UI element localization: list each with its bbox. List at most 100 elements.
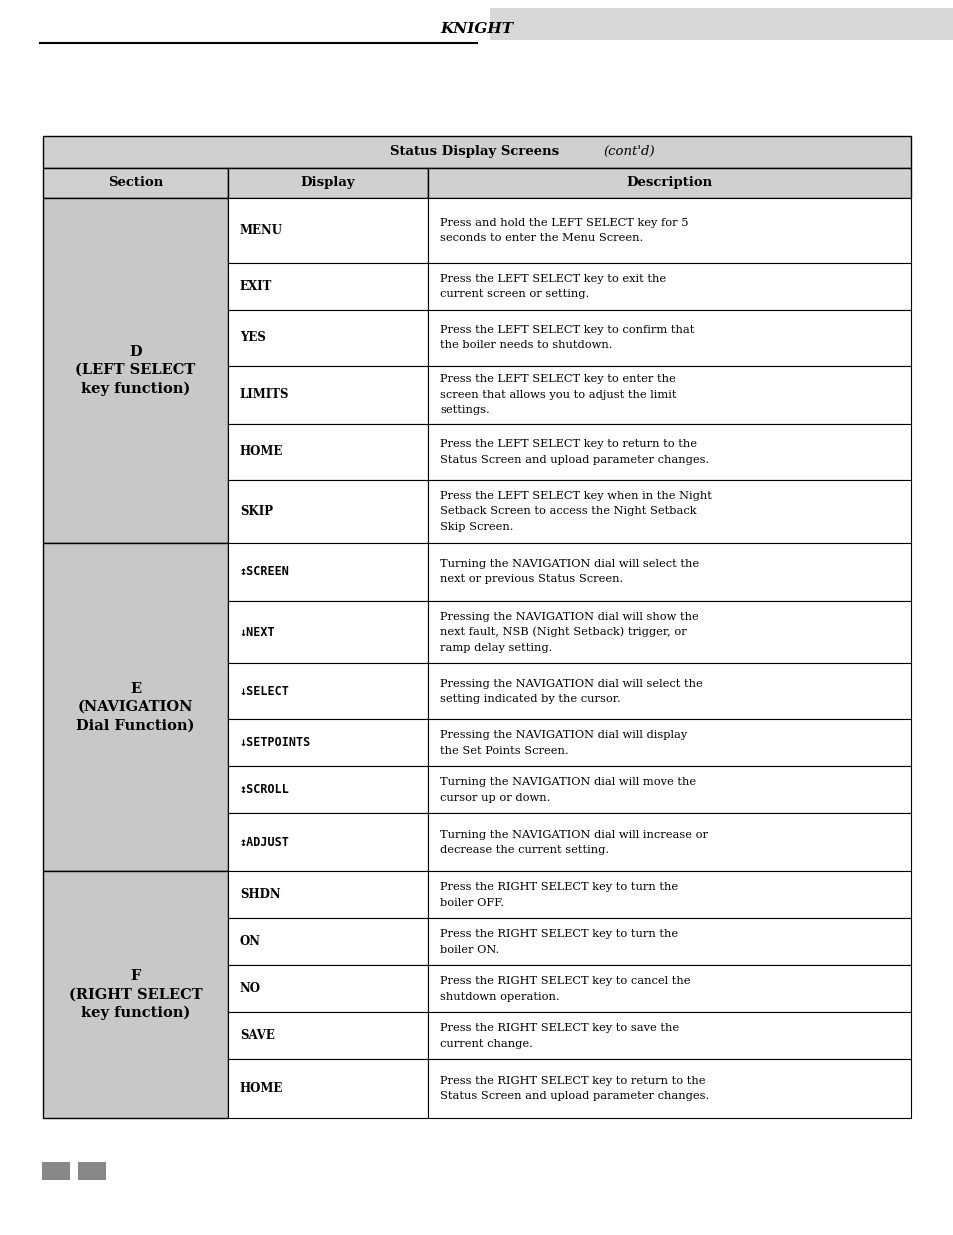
Text: cursor up or down.: cursor up or down. (439, 793, 550, 803)
Text: Setback Screen to access the Night Setback: Setback Screen to access the Night Setba… (439, 506, 696, 516)
Text: Turning the NAVIGATION dial will select the: Turning the NAVIGATION dial will select … (439, 559, 699, 569)
Bar (228, 198, 428, 263)
Text: shutdown operation.: shutdown operation. (439, 992, 559, 1002)
Text: SHDN: SHDN (239, 888, 280, 902)
Text: KNIGHT: KNIGHT (440, 22, 513, 36)
Bar (428, 366, 910, 424)
Bar (428, 480, 910, 542)
Text: Press and hold the LEFT SELECT key for 5: Press and hold the LEFT SELECT key for 5 (439, 217, 688, 227)
Bar (428, 1060, 910, 1118)
Bar (228, 872, 428, 919)
Text: settings.: settings. (439, 405, 489, 415)
Bar (228, 919, 428, 966)
Text: next fault, NSB (Night Setback) trigger, or: next fault, NSB (Night Setback) trigger,… (439, 626, 686, 637)
Text: Description: Description (626, 177, 712, 189)
Bar (228, 1013, 428, 1060)
Bar (228, 168, 428, 198)
Bar (428, 766, 910, 814)
Bar (428, 198, 910, 263)
Bar (228, 263, 428, 310)
Bar (428, 263, 910, 310)
Text: Status Screen and upload parameter changes.: Status Screen and upload parameter chang… (439, 1092, 708, 1102)
Text: D
(LEFT SELECT
key function): D (LEFT SELECT key function) (75, 345, 195, 396)
Text: Press the LEFT SELECT key to return to the: Press the LEFT SELECT key to return to t… (439, 440, 697, 450)
Bar (228, 719, 428, 766)
Text: Pressing the NAVIGATION dial will show the: Pressing the NAVIGATION dial will show t… (439, 611, 698, 621)
Bar (43, 198, 228, 542)
Text: SKIP: SKIP (239, 505, 273, 517)
Bar (228, 814, 428, 872)
Text: Press the RIGHT SELECT key to turn the: Press the RIGHT SELECT key to turn the (439, 882, 678, 892)
Bar (43, 136, 910, 168)
Text: NO: NO (239, 983, 261, 995)
Text: ↓NEXT: ↓NEXT (239, 625, 275, 638)
Bar (42, 1162, 70, 1179)
Bar (428, 719, 910, 766)
Text: LIMITS: LIMITS (239, 388, 289, 401)
Bar (428, 1013, 910, 1060)
Text: Press the RIGHT SELECT key to return to the: Press the RIGHT SELECT key to return to … (439, 1076, 704, 1086)
Text: Press the RIGHT SELECT key to save the: Press the RIGHT SELECT key to save the (439, 1024, 679, 1034)
Bar (228, 966, 428, 1013)
Text: ON: ON (239, 935, 261, 948)
Text: the Set Points Screen.: the Set Points Screen. (439, 746, 568, 756)
Text: ↕SCREEN: ↕SCREEN (239, 566, 290, 578)
Bar (228, 600, 428, 663)
Bar (228, 480, 428, 542)
Bar (78, 1162, 106, 1179)
Bar (228, 1060, 428, 1118)
Text: Display: Display (300, 177, 355, 189)
Text: setting indicated by the cursor.: setting indicated by the cursor. (439, 694, 620, 704)
Bar (428, 663, 910, 719)
Text: the boiler needs to shutdown.: the boiler needs to shutdown. (439, 341, 612, 351)
Bar (43, 168, 228, 198)
Text: Press the RIGHT SELECT key to cancel the: Press the RIGHT SELECT key to cancel the (439, 976, 690, 987)
Text: Turning the NAVIGATION dial will increase or: Turning the NAVIGATION dial will increas… (439, 830, 707, 840)
Text: ↕ADJUST: ↕ADJUST (239, 836, 290, 848)
Bar (428, 542, 910, 600)
Bar (490, 7, 953, 40)
Text: (cont'd): (cont'd) (602, 146, 654, 158)
Text: Status Display Screens: Status Display Screens (390, 146, 563, 158)
Text: current change.: current change. (439, 1039, 532, 1049)
Bar (228, 424, 428, 480)
Bar (228, 366, 428, 424)
Bar (43, 872, 228, 1118)
Text: ↕SCROLL: ↕SCROLL (239, 783, 290, 797)
Bar (228, 766, 428, 814)
Text: Press the LEFT SELECT key when in the Night: Press the LEFT SELECT key when in the Ni… (439, 490, 711, 500)
Text: Press the LEFT SELECT key to confirm that: Press the LEFT SELECT key to confirm tha… (439, 325, 694, 335)
Text: Status Screen and upload parameter changes.: Status Screen and upload parameter chang… (439, 454, 708, 464)
Text: boiler ON.: boiler ON. (439, 945, 498, 955)
Text: Turning the NAVIGATION dial will move the: Turning the NAVIGATION dial will move th… (439, 777, 696, 787)
Bar (228, 310, 428, 366)
Text: HOME: HOME (239, 1082, 283, 1095)
Text: EXIT: EXIT (239, 280, 272, 293)
Text: ramp delay setting.: ramp delay setting. (439, 642, 552, 652)
Bar (428, 919, 910, 966)
Text: decrease the current setting.: decrease the current setting. (439, 845, 608, 855)
Bar (428, 424, 910, 480)
Bar (228, 663, 428, 719)
Bar (428, 814, 910, 872)
Bar (228, 542, 428, 600)
Bar (428, 310, 910, 366)
Text: MENU: MENU (239, 224, 283, 237)
Text: YES: YES (239, 331, 266, 345)
Text: SAVE: SAVE (239, 1030, 274, 1042)
Text: Press the LEFT SELECT key to enter the: Press the LEFT SELECT key to enter the (439, 374, 675, 384)
Text: Section: Section (108, 177, 163, 189)
Text: seconds to enter the Menu Screen.: seconds to enter the Menu Screen. (439, 233, 642, 243)
Text: F
(RIGHT SELECT
key function): F (RIGHT SELECT key function) (69, 969, 202, 1020)
Bar (428, 872, 910, 919)
Bar (43, 542, 228, 872)
Text: Press the LEFT SELECT key to exit the: Press the LEFT SELECT key to exit the (439, 273, 665, 284)
Text: E
(NAVIGATION
Dial Function): E (NAVIGATION Dial Function) (76, 682, 194, 732)
Text: next or previous Status Screen.: next or previous Status Screen. (439, 574, 622, 584)
Text: boiler OFF.: boiler OFF. (439, 898, 503, 908)
Text: ↓SETPOINTS: ↓SETPOINTS (239, 736, 311, 750)
Text: HOME: HOME (239, 446, 283, 458)
Text: Pressing the NAVIGATION dial will display: Pressing the NAVIGATION dial will displa… (439, 730, 686, 740)
Bar (428, 168, 910, 198)
Bar (428, 600, 910, 663)
